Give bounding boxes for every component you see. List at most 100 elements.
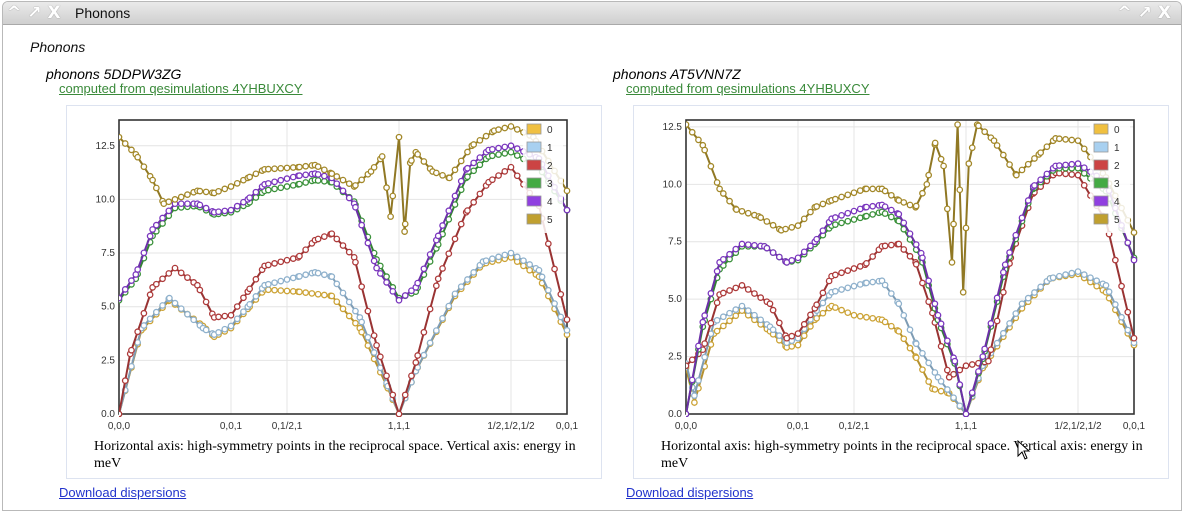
series-point-1 [202, 326, 210, 334]
series-point-3 [464, 173, 471, 181]
series-point-3 [264, 186, 272, 194]
series-point-2 [495, 172, 502, 179]
series-point-5 [1043, 143, 1051, 151]
series-point-1 [439, 314, 446, 322]
series-point-2 [688, 356, 696, 364]
dispersion-plot-box: 0.0 2.5 5.0 7.5 10.0 12.5 0,0,0 0,0,1 0,1/2,1 1,1… [66, 105, 602, 479]
maximize-icon[interactable]: ↗ [27, 3, 42, 23]
series-point-2 [376, 353, 384, 361]
series-point-5 [1074, 137, 1082, 145]
series-point-2 [962, 362, 970, 370]
series-point-5 [446, 174, 453, 182]
series-point-5 [378, 153, 386, 160]
close-icon[interactable]: X [1157, 3, 1171, 23]
series-point-5 [937, 155, 945, 163]
series-point-2 [171, 264, 179, 272]
series-point-2 [563, 316, 571, 323]
series-point-1 [482, 257, 490, 265]
series-point-4 [699, 318, 707, 326]
series-point-2 [912, 260, 920, 268]
series-point-5 [387, 213, 394, 220]
x-tick-label: 0,0,0 [675, 421, 698, 432]
computed-from-link[interactable]: computed from qesimulations 4YHBUXCY [59, 81, 303, 96]
series-point-4 [869, 202, 877, 210]
series-point-1 [738, 302, 746, 310]
series-point-5 [345, 180, 353, 188]
series-point-2 [196, 286, 204, 294]
series-point-2 [401, 391, 409, 399]
collapse-icon[interactable]: ^ [7, 3, 22, 23]
series-point-4 [470, 159, 478, 167]
legend-label: 2 [547, 161, 553, 172]
series-point-1 [464, 276, 471, 283]
download-dispersions-link[interactable]: Download dispersions [59, 485, 187, 500]
series-point-2 [302, 246, 310, 254]
y-tick-label: 0.0 [101, 409, 115, 420]
series-point-4 [726, 250, 733, 258]
series-point-4 [513, 145, 521, 152]
series-point-1 [551, 300, 558, 307]
series-point-0 [302, 289, 310, 296]
series-point-4 [1031, 182, 1038, 189]
series-point-2 [895, 240, 903, 248]
series-point-4 [563, 206, 571, 214]
series-point-4 [408, 287, 415, 295]
series-point-1 [1124, 326, 1132, 334]
series-point-4 [389, 287, 397, 295]
download-dispersions-link[interactable]: Download dispersions [626, 485, 754, 500]
series-point-3 [850, 216, 858, 223]
series-point-5 [1068, 136, 1076, 144]
series-point-4 [819, 227, 827, 235]
series-point-1 [184, 310, 191, 318]
series-point-4 [925, 277, 933, 285]
titlebar-right-controls: ^ ↗ X [1117, 3, 1177, 23]
series-point-1 [376, 364, 384, 372]
series-point-5 [339, 176, 347, 184]
series-point-2 [1124, 308, 1132, 316]
series-point-5 [744, 209, 752, 217]
computed-from-link[interactable]: computed from qesimulations 4YHBUXCY [626, 81, 870, 96]
series-point-5 [563, 187, 571, 195]
series-point-2 [943, 366, 951, 374]
legend-label: 1 [547, 143, 553, 154]
series-point-5 [370, 163, 378, 171]
series-point-1 [691, 392, 698, 399]
series-point-4 [159, 214, 166, 222]
series-point-2 [426, 305, 434, 313]
series-point-1 [838, 286, 845, 293]
series-point-5 [227, 183, 235, 190]
series-point-0 [869, 314, 877, 322]
series-point-0 [271, 286, 278, 294]
x-tick-label: 0,0,1 [556, 421, 579, 432]
series-point-1 [140, 322, 148, 329]
series-point-2 [937, 342, 945, 350]
series-point-5 [881, 187, 889, 195]
series-point-1 [457, 283, 465, 291]
series-point-1 [726, 309, 733, 317]
x-tick-label: 0,0,1 [787, 421, 810, 432]
maximize-icon[interactable]: ↗ [1137, 3, 1152, 23]
series-point-5 [271, 165, 278, 173]
series-point-2 [439, 265, 446, 272]
series-point-4 [701, 312, 709, 319]
series-point-4 [246, 194, 254, 202]
series-point-4 [320, 172, 328, 180]
series-point-0 [283, 287, 291, 295]
series-point-2 [719, 289, 727, 297]
window-titlebar[interactable]: ^ ↗ X Phonons ^ ↗ X [3, 2, 1181, 25]
series-point-4 [296, 172, 303, 179]
series-point-1 [513, 253, 521, 261]
series-point-5 [128, 146, 135, 154]
y-tick-label: 5.0 [668, 294, 682, 305]
series-point-4 [863, 203, 870, 211]
close-icon[interactable]: X [47, 3, 61, 23]
series-point-4 [358, 221, 366, 229]
series-point-1 [470, 269, 478, 276]
series-point-1 [831, 287, 839, 295]
series-point-1 [190, 316, 198, 324]
series-point-4 [1012, 231, 1020, 239]
series-point-5 [401, 228, 408, 235]
series-point-0 [863, 313, 870, 321]
collapse-icon[interactable]: ^ [1117, 3, 1132, 23]
y-tick-label: 7.5 [668, 237, 682, 248]
